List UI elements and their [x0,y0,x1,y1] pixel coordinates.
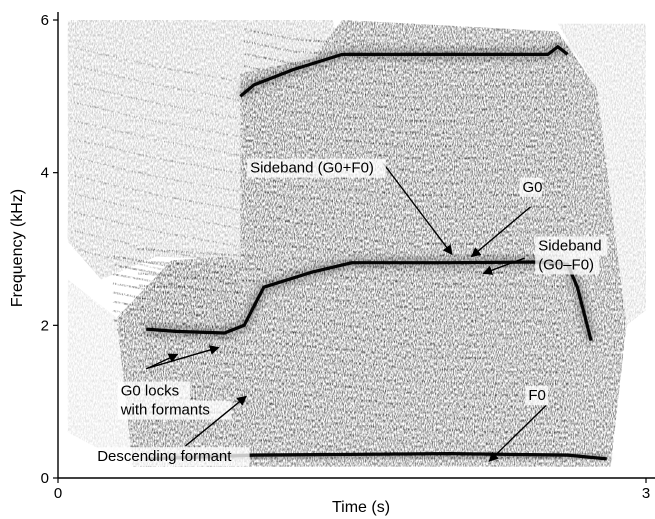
harmonic-streak [142,357,568,386]
formant-streak [73,83,241,120]
harmonic-streak [243,89,568,111]
annotation-backdrop [525,386,548,406]
annotation-backdrop [117,381,191,401]
harmonic-streak [243,235,568,257]
formant-streak [73,229,241,266]
harmonic-streak [243,211,568,233]
annotation-backdrop [519,177,543,197]
formant-streak [73,101,241,138]
harmonic-streak [243,113,568,135]
annotation-label: G0 [523,179,543,196]
harmonic-streak [243,199,568,221]
formant-streak [73,193,241,230]
formant-streak [73,138,241,175]
annotation-label: (G0–F0) [538,257,594,274]
harmonic-streak [143,382,568,410]
track-line [239,45,569,98]
energy-region-main [116,20,627,467]
formant-streak [73,248,241,285]
annotation-arrow [470,206,531,258]
harmonic-streak [243,223,568,245]
harmonic-streak [143,370,568,398]
annotation-arrow [147,345,220,369]
formant-streak [73,174,241,211]
formant-streak [73,211,241,248]
annotation-arrow [382,163,453,256]
formant-streak [73,46,241,83]
y-tick-label: 4 [41,165,49,182]
harmonic-streak [243,28,568,50]
annotation-backdrop [535,236,608,256]
y-axis-title: Frequency (kHz) [9,189,26,307]
formant-streak [112,291,239,313]
harmonic-streak [144,394,568,422]
annotation-label: with formants [120,402,210,419]
harmonic-streak [243,138,568,160]
formant-streak [112,254,239,276]
y-ticks: 0 2 4 6 [41,12,58,487]
energy-region-left [67,279,133,467]
harmonic-streak [243,64,568,87]
formant-streak [112,300,239,322]
annotation-arrow [488,404,547,462]
y-tick-label: 0 [41,470,49,487]
x-axis-title: Time (s) [332,499,390,516]
formant-streak [112,264,239,286]
harmonic-streak [243,186,568,209]
formant-streak [73,64,241,101]
annotation-arrow [184,395,247,447]
formant-streak [73,156,241,193]
axes [57,12,655,479]
annotation-label: Sideband (G0+F0) [250,160,374,177]
energy-region-upper-left [67,20,343,280]
annotation-label: G0 locks [121,383,179,400]
annotation-backdrop [247,158,386,178]
y-tick-label: 2 [41,317,49,334]
harmonic-streak [243,52,568,74]
y-tick-label: 6 [41,12,49,29]
annotation-label: Descending formant [97,448,232,465]
annotation-arrow [145,353,179,370]
annotation-label: Sideband [538,238,601,255]
annotation-label: F0 [528,387,546,404]
harmonic-streak [243,125,568,147]
energy-region-right [557,23,646,326]
annotation-backdrop [535,255,600,275]
formant-streak [112,282,239,304]
annotation-arrow [482,257,525,275]
harmonic-streak [145,418,568,447]
annotation-backdrop [117,400,232,420]
x-tick-label: 3 [642,485,650,502]
harmonic-streak [243,101,568,123]
harmonic-streak [140,309,568,337]
plot-area [58,12,655,478]
formant-streak [112,273,239,295]
harmonic-streak [139,296,568,325]
harmonic-streak [243,174,568,196]
harmonic-streak [137,260,568,288]
formant-streak [112,309,239,331]
formant-streak [73,119,241,156]
annotation-backdrop [94,447,250,467]
spectrogram-texture [67,20,646,467]
x-tick-label: 0 [54,485,62,502]
annotations: Sideband (G0+F0) G0 Sideband (G0–F0) G0 lock… [94,158,608,467]
harmonic-streak [141,333,568,361]
